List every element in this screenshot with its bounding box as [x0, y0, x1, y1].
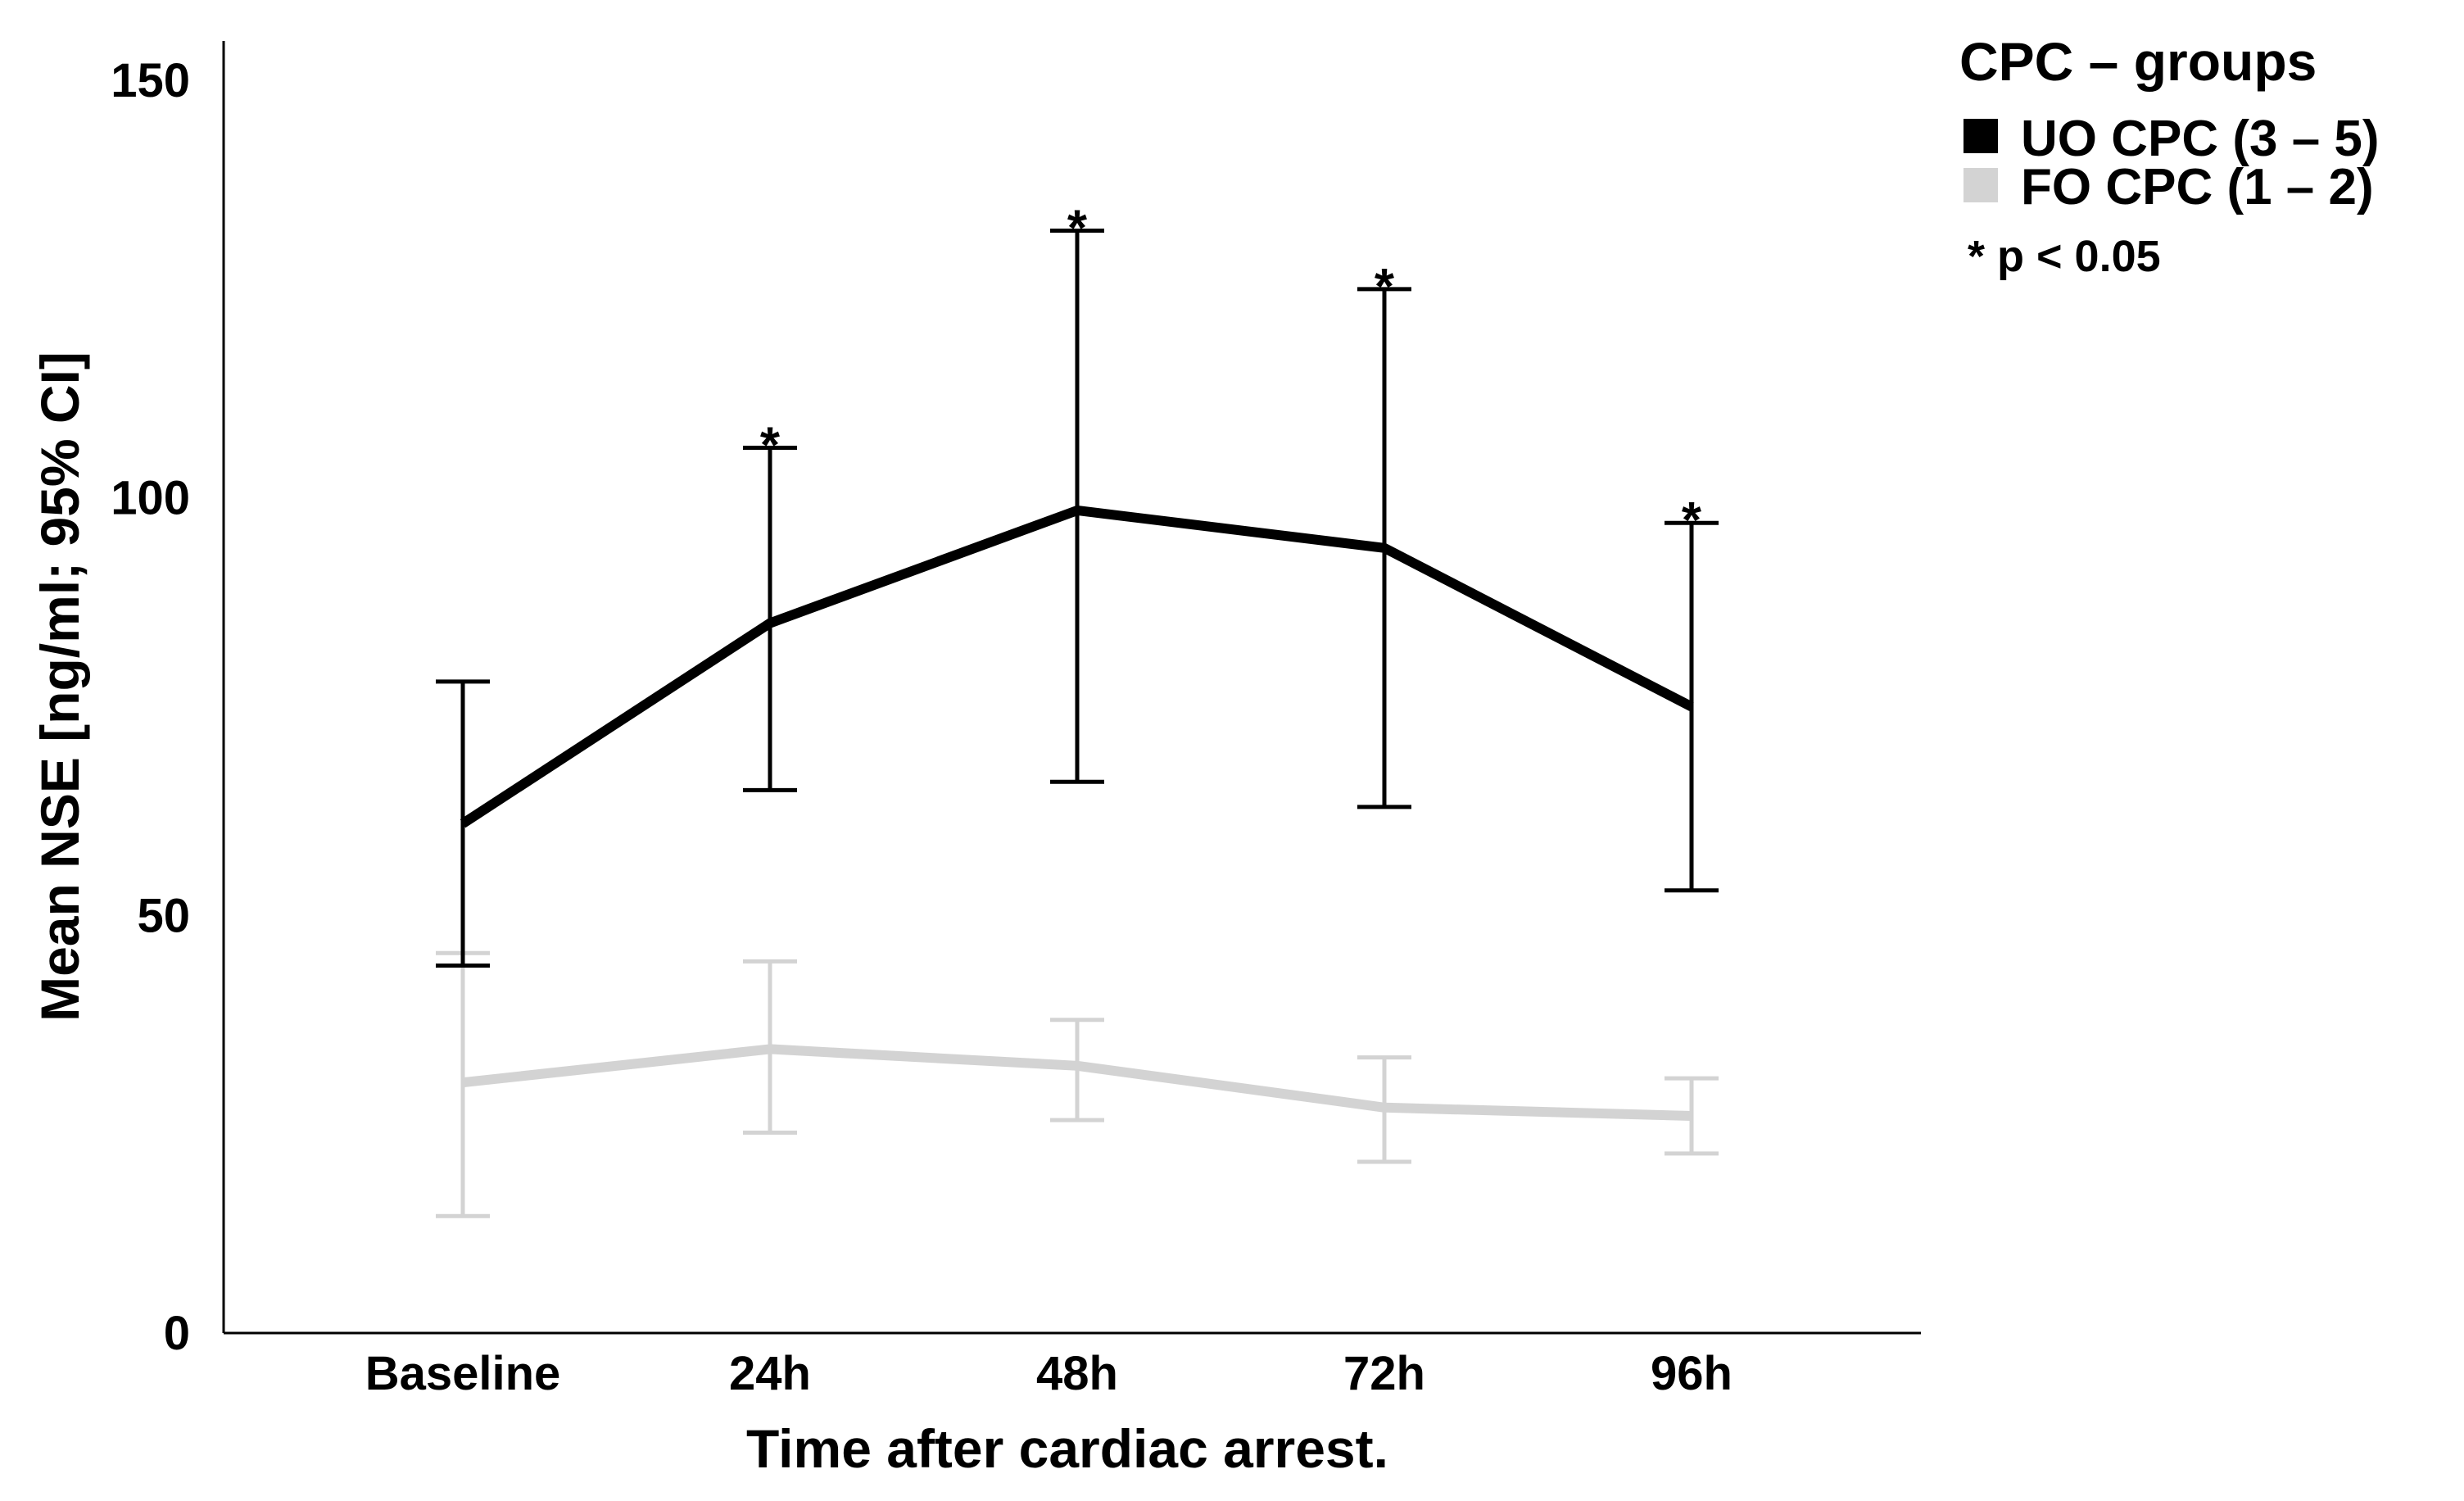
significance-markers: * * * *	[760, 200, 1702, 549]
y-tick-label-150: 150	[111, 54, 190, 107]
legend-swatch-fo	[1964, 168, 1998, 202]
legend: CPC – groups UO CPC (3 – 5) FO CPC (1 – …	[1959, 31, 2380, 281]
y-axis-title: Mean NSE [ng/ml; 95% CI]	[29, 351, 90, 1022]
significance-star-96h: *	[1682, 492, 1702, 549]
x-tick-label-96h: 96h	[1651, 1347, 1732, 1400]
legend-swatch-uo	[1964, 119, 1998, 153]
x-tick-label-24h: 24h	[729, 1347, 811, 1400]
series-fo	[436, 950, 1719, 1218]
series-line-uo	[460, 505, 1694, 828]
y-tick-label-100: 100	[111, 472, 190, 525]
y-tick-labels: 0 50 100 150	[111, 54, 190, 1360]
x-tick-label-72h: 72h	[1343, 1347, 1425, 1400]
series-uo	[436, 228, 1719, 968]
x-axis-title: Time after cardiac arrest.	[746, 1418, 1388, 1479]
significance-star-48h: *	[1067, 200, 1088, 256]
x-tick-label-baseline: Baseline	[365, 1347, 561, 1400]
significance-note: * p < 0.05	[1968, 232, 2161, 281]
x-tick-label-48h: 48h	[1036, 1347, 1118, 1400]
series-line-fo	[462, 1044, 1692, 1121]
significance-star-72h: *	[1375, 259, 1395, 315]
y-tick-label-50: 50	[137, 889, 190, 942]
series-layer	[436, 228, 1719, 1218]
legend-title: CPC – groups	[1959, 31, 2317, 92]
legend-label-uo: UO CPC (3 – 5)	[2021, 111, 2380, 167]
x-tick-labels: Baseline 24h 48h 72h 96h	[365, 1347, 1732, 1400]
y-tick-label-0: 0	[164, 1307, 190, 1360]
legend-label-fo: FO CPC (1 – 2)	[2021, 159, 2374, 215]
significance-star-24h: *	[760, 418, 781, 474]
